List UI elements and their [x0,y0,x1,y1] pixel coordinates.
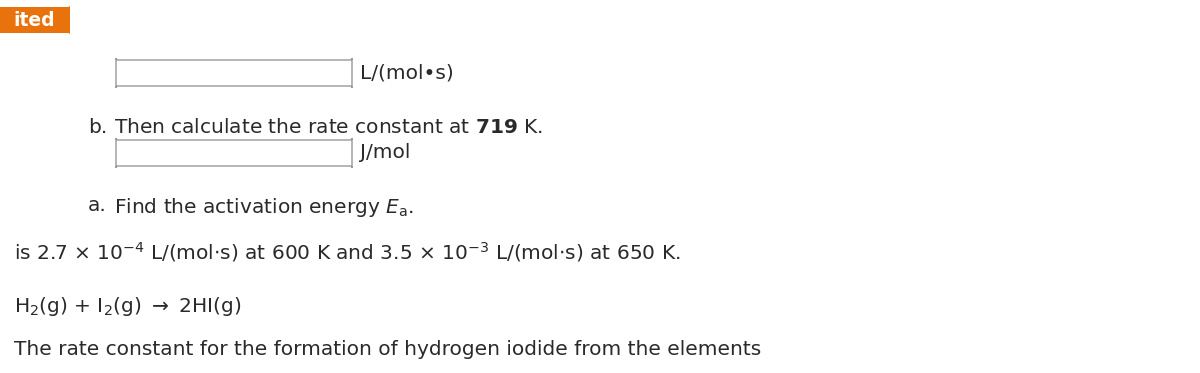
Text: is 2.7 $\times$ 10$^{-4}$ L/(mol$\cdot$s) at 600 K and 3.5 $\times$ 10$^{-3}$ L/: is 2.7 $\times$ 10$^{-4}$ L/(mol$\cdot$s… [14,240,680,264]
Text: The rate constant for the formation of hydrogen iodide from the elements: The rate constant for the formation of h… [14,340,761,359]
Text: H$_2$(g) + I$_2$(g) $\rightarrow$ 2HI(g): H$_2$(g) + I$_2$(g) $\rightarrow$ 2HI(g) [14,295,241,318]
Text: Then calculate the rate constant at $\mathbf{719}$ K.: Then calculate the rate constant at $\ma… [114,118,544,137]
Text: J/mol: J/mol [360,144,410,163]
Text: a.: a. [88,196,107,215]
FancyBboxPatch shape [0,5,70,35]
FancyBboxPatch shape [116,58,352,88]
Text: Find the activation energy $\mathit{E}_\mathrm{a}$.: Find the activation energy $\mathit{E}_\… [114,196,414,219]
Text: b.: b. [88,118,107,137]
Text: ited: ited [13,10,55,29]
Text: L/(mol•s): L/(mol•s) [360,63,454,82]
FancyBboxPatch shape [116,138,352,168]
